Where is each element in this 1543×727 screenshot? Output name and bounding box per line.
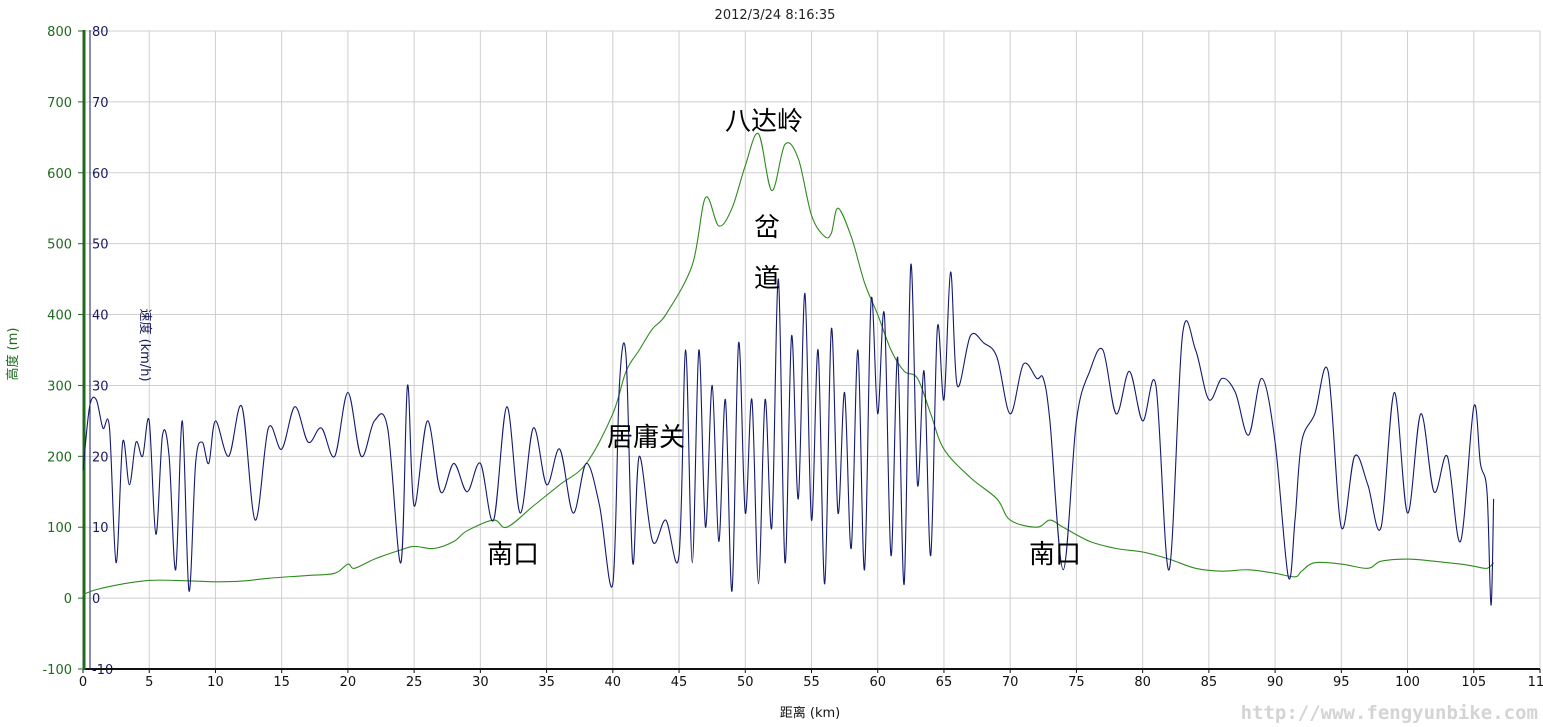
x-tick-label: 55 <box>803 675 820 690</box>
speed-tick-label: 10 <box>92 521 109 536</box>
altitude-tick-label: 300 <box>47 379 72 394</box>
x-axis-ticks: 0 5 10 15 20 25 30 35 40 45 50 55 60 65 70 75 80 85 90 95 10… <box>79 669 1543 690</box>
x-tick-label: 30 <box>472 675 489 690</box>
x-tick-label: 70 <box>1002 675 1019 690</box>
x-tick-label: 110 <box>1528 675 1543 690</box>
altitude-tick-label: 0 <box>64 592 72 607</box>
x-tick-label: 5 <box>145 675 153 690</box>
x-tick-label: 15 <box>273 675 290 690</box>
x-tick-label: 20 <box>340 675 357 690</box>
speed-tick-label: 0 <box>92 592 100 607</box>
altitude-tick-label: 100 <box>47 521 72 536</box>
x-tick-label: 90 <box>1267 675 1284 690</box>
altitude-tick-label: -100 <box>42 663 72 678</box>
x-tick-label: 45 <box>671 675 688 690</box>
speed-tick-label: 70 <box>92 96 109 111</box>
speed-tick-label: 30 <box>92 379 109 394</box>
x-tick-label: 80 <box>1134 675 1151 690</box>
x-tick-label: 10 <box>207 675 224 690</box>
x-tick-label: 40 <box>605 675 622 690</box>
altitude-tick-label: 500 <box>47 238 72 253</box>
annotation-chadao-1: 岔 <box>754 213 780 243</box>
x-tick-label: 75 <box>1068 675 1085 690</box>
x-tick-label: 65 <box>936 675 953 690</box>
altitude-axis-ticks: -100 0 100 200 300 400 500 600 700 800 <box>42 25 84 678</box>
speed-axis-label: 速度 (km/h) <box>137 308 153 381</box>
grid-lines <box>82 30 1541 670</box>
speed-tick-label: 20 <box>92 450 109 465</box>
annotation-nankou-right: 南口 <box>1029 540 1081 570</box>
annotation-chadao-2: 道 <box>754 264 780 294</box>
x-tick-label: 0 <box>79 675 87 690</box>
chart-title: 2012/3/24 8:16:35 <box>715 8 836 23</box>
x-tick-label: 95 <box>1333 675 1350 690</box>
annotation-juyongguan: 居庸关 <box>607 423 685 453</box>
watermark-url: http://www.fengyunbike.com <box>1241 702 1538 724</box>
speed-tick-label: 60 <box>92 167 109 182</box>
x-tick-label: 60 <box>869 675 886 690</box>
x-axis-label: 距离 (km) <box>780 705 840 721</box>
speed-tick-label: 40 <box>92 309 109 324</box>
altitude-tick-label: 200 <box>47 450 72 465</box>
annotation-badaling: 八达岭 <box>725 107 803 137</box>
x-tick-label: 25 <box>406 675 423 690</box>
speed-tick-label: -10 <box>92 663 113 678</box>
speed-axis-ticks: -10 0 10 20 30 40 50 60 70 80 <box>92 25 113 678</box>
x-tick-label: 85 <box>1201 675 1218 690</box>
speed-tick-label: 50 <box>92 238 109 253</box>
speed-tick-label: 80 <box>92 25 109 40</box>
altitude-tick-label: 600 <box>47 167 72 182</box>
x-tick-label: 105 <box>1461 675 1486 690</box>
annotation-nankou-left: 南口 <box>487 540 539 570</box>
x-tick-label: 35 <box>538 675 555 690</box>
x-tick-label: 100 <box>1395 675 1420 690</box>
altitude-tick-label: 400 <box>47 309 72 324</box>
x-tick-label: 50 <box>737 675 754 690</box>
altitude-tick-label: 700 <box>47 96 72 111</box>
altitude-axis-label: 高度 (m) <box>5 328 21 381</box>
speed-series-line <box>82 263 1495 606</box>
altitude-series-line <box>82 132 1494 596</box>
altitude-tick-label: 800 <box>47 25 72 40</box>
